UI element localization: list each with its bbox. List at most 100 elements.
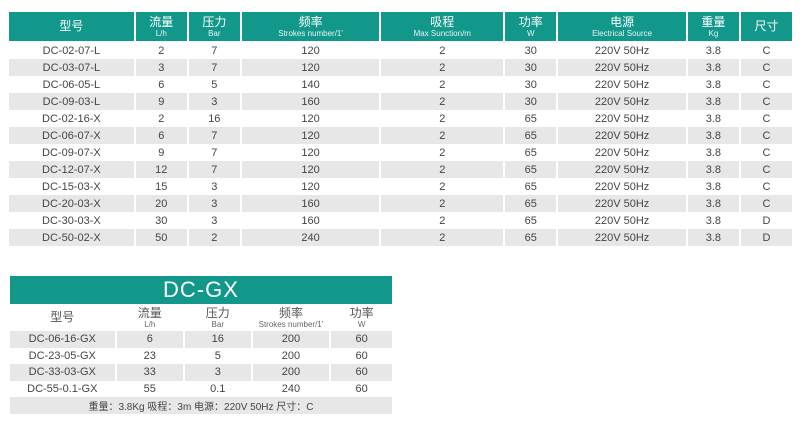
table-cell: 16 [185, 331, 251, 348]
table-cell: C [762, 146, 771, 159]
column-header: 电源 Electrical Source [558, 12, 686, 42]
table-row: DC-20-03-X 20 3 160 2 65 220V 50Hz 3.8 C [9, 195, 792, 212]
table-cell: 3.8 [687, 195, 739, 212]
table-cell: 6 [116, 331, 183, 348]
table-cell: 3.8 [705, 112, 722, 125]
table-cell: 140 [301, 78, 320, 91]
table-cell: 220V 50Hz [558, 229, 686, 246]
table-row: DC-33-03-GX 33 3 200 60 [10, 364, 392, 381]
table-cell: 220V 50Hz [594, 78, 650, 91]
table-cell: 3.8 [705, 78, 722, 91]
table-cell: 23 [143, 349, 156, 362]
table-cell: C [740, 127, 792, 144]
table-cell: C [762, 112, 771, 125]
table-cell: 2 [158, 112, 165, 125]
table-cell: 3.8 [705, 146, 722, 159]
table-cell: 120 [241, 59, 380, 76]
table-cell: 5 [214, 349, 221, 362]
table-cell: 160 [241, 195, 380, 212]
header-en: W [357, 319, 366, 329]
table-cell: 3 [185, 364, 251, 381]
column-header: 功率 W [331, 304, 392, 331]
table-cell: DC-03-07-L [9, 59, 134, 76]
table-cell: 2 [439, 214, 446, 227]
table-cell: 220V 50Hz [558, 93, 686, 110]
table-cell: 65 [505, 195, 557, 212]
table-cell: 120 [241, 161, 380, 178]
table-cell: 65 [524, 112, 537, 125]
table-cell: 2 [381, 93, 504, 110]
table-cell: 7 [211, 44, 218, 57]
table-cell: 2 [381, 161, 504, 178]
header-en: Electrical Source [592, 28, 653, 38]
table-cell: 3.8 [687, 93, 739, 110]
table-cell: 6 [135, 127, 187, 144]
column-header: 频率 Strokes number/1' [253, 304, 330, 331]
table-cell: DC-55-0.1-GX [27, 382, 98, 395]
header-cn: 压力 [205, 305, 230, 320]
header-cn: 电源 [610, 14, 635, 29]
table-cell: DC-09-03-L [9, 93, 134, 110]
table-cell: 30 [155, 214, 168, 227]
table-cell: DC-23-05-GX [28, 349, 96, 362]
table-cell: 3.8 [687, 161, 739, 178]
table-cell: C [762, 78, 771, 91]
table-row: DC-55-0.1-GX 55 0.1 240 60 [10, 381, 392, 398]
table-cell: 65 [505, 161, 557, 178]
column-header: 压力 Bar [188, 12, 240, 42]
header-en: Kg [708, 28, 719, 38]
column-header: 型号 [10, 304, 115, 331]
table-cell: 15 [155, 180, 168, 193]
table-cell: 60 [355, 382, 368, 395]
table-cell: 3 [188, 93, 240, 110]
table-cell: 220V 50Hz [594, 44, 650, 57]
header-en: Strokes number/1' [278, 28, 343, 38]
table-cell: 3.8 [705, 214, 722, 227]
table-cell: 2 [439, 146, 446, 159]
table-cell: C [762, 44, 771, 57]
table-cell: DC-12-07-X [9, 161, 134, 178]
table-cell: 220V 50Hz [594, 214, 650, 227]
table-row: DC-09-03-L 9 3 160 2 30 220V 50Hz 3.8 C [9, 93, 792, 110]
header-cn: 型号 [59, 19, 84, 33]
column-header: 频率 Strokes number/1' [241, 12, 380, 42]
column-header: 流量 L/h [117, 304, 183, 331]
table-row: DC-03-07-L 3 7 120 2 30 220V 50Hz 3.8 C [9, 59, 792, 76]
table-cell: 2 [381, 229, 504, 246]
table-cell: 3.8 [705, 180, 722, 193]
header-en: Bar [208, 28, 221, 38]
table-row: DC-50-02-X 50 2 240 2 65 220V 50Hz 3.8 D [9, 229, 792, 246]
header-cn: 重量 [701, 14, 726, 29]
table-cell: 2 [439, 78, 446, 91]
table-cell: 5 [211, 78, 218, 91]
table-cell: 120 [301, 146, 320, 159]
column-header: 流量 L/h [135, 12, 187, 42]
gx-table-title: DC-GX [10, 276, 392, 304]
table-cell: 200 [281, 349, 301, 362]
column-header: 型号 [9, 12, 134, 42]
table-cell: 160 [241, 93, 380, 110]
table-cell: 2 [381, 195, 504, 212]
table-cell: 20 [135, 195, 187, 212]
table-cell: 220V 50Hz [558, 59, 686, 76]
table-cell: 220V 50Hz [558, 127, 686, 144]
table-cell: 3.8 [687, 59, 739, 76]
table-cell: DC-50-02-X [9, 229, 134, 246]
table-cell: 65 [524, 146, 537, 159]
table-cell: 2 [439, 44, 446, 57]
table-cell: C [762, 180, 771, 193]
column-header: 功率 W [505, 12, 557, 42]
table-cell: 2 [439, 180, 446, 193]
table-cell: 3 [135, 59, 187, 76]
table-cell: 33 [116, 364, 183, 381]
table-cell: 2 [381, 127, 504, 144]
header-cn: 功率 [349, 305, 374, 320]
table-cell: 60 [355, 349, 368, 362]
table-cell: 60 [331, 331, 392, 348]
header-en: Strokes number/1' [258, 319, 324, 329]
table-cell: 7 [188, 161, 240, 178]
table-cell: 2 [188, 229, 240, 246]
table-cell: DC-02-16-X [42, 112, 101, 125]
table-cell: 16 [208, 112, 221, 125]
table-cell: 30 [505, 93, 557, 110]
